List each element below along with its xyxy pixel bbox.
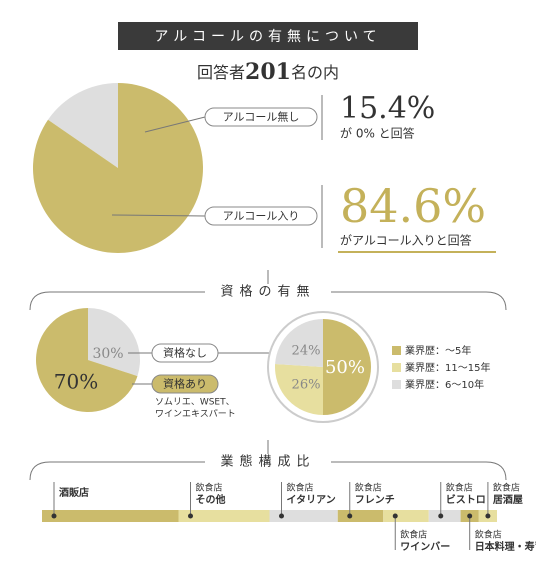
respondents-post: 名の内 — [291, 63, 339, 82]
section-title: 業態構成比 — [220, 454, 315, 470]
respondents: 回答者201名の内 — [197, 59, 339, 85]
value-label: 84.6% — [340, 179, 486, 233]
legend-swatch — [392, 346, 401, 355]
title-band — [118, 22, 418, 50]
legend-label: 業界歴：～5年 — [405, 344, 471, 357]
respondents-num: 201 — [245, 59, 291, 85]
bar-dot — [51, 513, 57, 519]
label-pill — [151, 374, 219, 394]
bar-segment — [42, 510, 179, 522]
bar-segment — [269, 510, 338, 522]
annotation: ソムリエ、WSET、 — [155, 397, 235, 408]
category-label: 酒販店 — [59, 486, 89, 499]
bar-segment — [337, 510, 384, 522]
bar-dot — [392, 513, 398, 519]
section-title: 資格の有無 — [220, 284, 315, 300]
legend-swatch — [392, 380, 401, 389]
annotation: がアルコール入りと回答 — [340, 233, 472, 248]
bar-segment — [428, 510, 461, 522]
pie-slice — [33, 83, 204, 253]
section-bracket — [29, 291, 507, 311]
category-group: 飲食店 — [355, 482, 382, 494]
category-label: 資格なし — [163, 346, 207, 360]
category-group: 飲食店 — [196, 482, 223, 494]
bar-segment — [178, 510, 270, 522]
category-label: 居酒屋 — [493, 493, 523, 506]
category-label: ビストロ — [446, 493, 486, 506]
bar-dot — [188, 513, 193, 519]
value-label: 70% — [54, 370, 98, 394]
category-label: イタリアン — [287, 494, 336, 506]
bar-dot — [438, 513, 444, 519]
title: アルコールの有無について — [154, 29, 381, 45]
leader-line — [111, 214, 206, 217]
category-label: フレンチ — [355, 494, 395, 506]
category-label: アルコール無し — [223, 110, 300, 124]
leader-line — [144, 116, 206, 133]
bar-dot — [485, 513, 491, 519]
category-group: 飲食店 — [493, 482, 520, 494]
annotation: が 0% と回答 — [340, 126, 415, 141]
pie-slice — [275, 319, 323, 367]
value-label: 24% — [292, 344, 321, 359]
pie-slice — [275, 363, 323, 415]
legend-label: 業界歴：6～10年 — [405, 378, 484, 391]
value-label: 15.4% — [340, 91, 435, 126]
label-pill — [204, 107, 318, 127]
category-label: 資格あり — [163, 377, 207, 391]
label-pill — [151, 343, 219, 363]
respondents-pre: 回答者 — [197, 63, 245, 82]
category-label: アルコール入り — [223, 210, 300, 223]
section-bracket — [29, 461, 507, 481]
category-group: 飲食店 — [400, 529, 427, 541]
bar-dot — [279, 513, 284, 519]
bar-dot — [347, 513, 353, 519]
bar-segment — [383, 510, 429, 522]
annotation: ワインエキスパート — [155, 409, 236, 420]
category-group: 飲食店 — [287, 482, 314, 494]
label-pill — [204, 206, 318, 226]
category-label: その他 — [196, 493, 226, 506]
bar-dot — [467, 513, 473, 519]
value-label: 50% — [325, 357, 365, 378]
category-group: 飲食店 — [475, 529, 502, 541]
value-label: 26% — [292, 378, 321, 393]
legend-label: 業界歴：11～15年 — [405, 361, 490, 374]
value-label: 30% — [92, 346, 123, 362]
pie-slice — [36, 308, 138, 413]
category-group: 飲食店 — [446, 482, 473, 494]
category-label: 日本料理・寿司 — [475, 540, 536, 553]
pie-slice — [323, 319, 371, 415]
pie-ring — [267, 311, 379, 423]
category-label: ワインバー — [400, 541, 450, 553]
pie-slice — [88, 308, 141, 377]
pie-slice — [47, 83, 119, 168]
legend-swatch — [392, 363, 401, 372]
